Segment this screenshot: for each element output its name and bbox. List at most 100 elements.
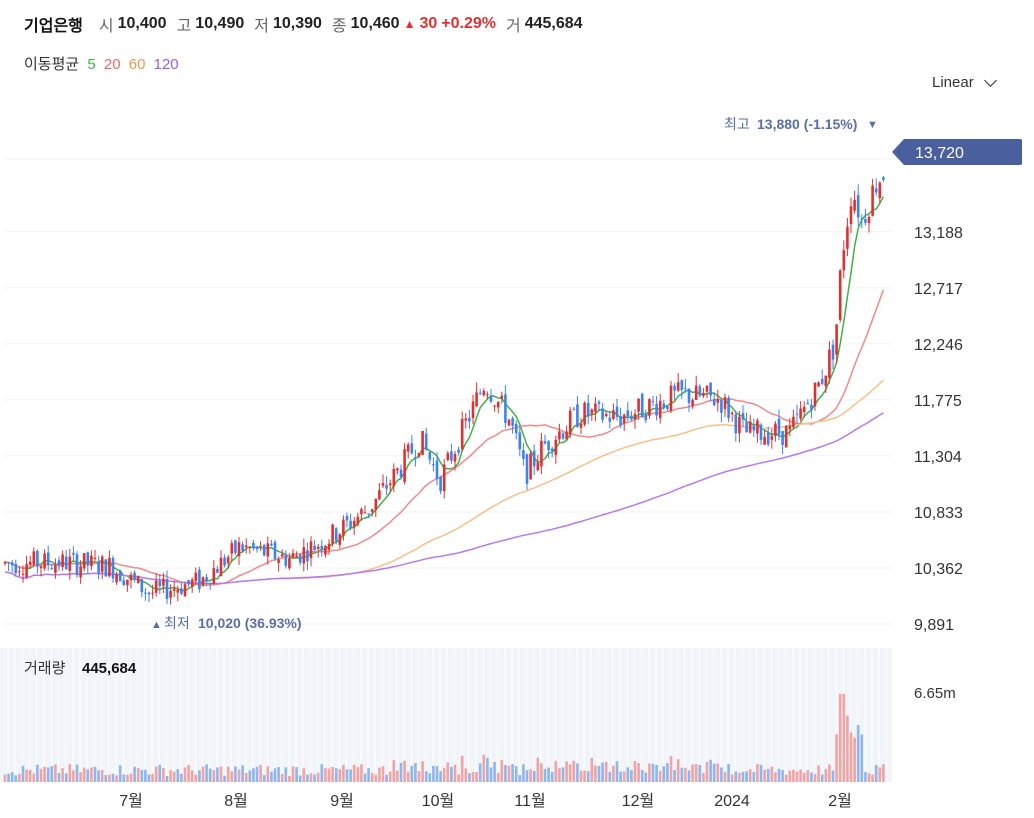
- candle-body: [766, 432, 770, 445]
- change-arrow-icon: ▲: [403, 17, 416, 31]
- volume-bar: [489, 767, 493, 782]
- candle-body: [763, 436, 766, 445]
- candle-body: [295, 555, 298, 558]
- volume-bar: [226, 766, 230, 782]
- volume-bar: [147, 774, 151, 782]
- candle-body: [532, 450, 536, 467]
- candle-body: [734, 414, 738, 434]
- volume-bar: [75, 764, 79, 782]
- candle-body: [568, 410, 572, 435]
- candle-body: [385, 484, 388, 489]
- volume-bar: [288, 775, 291, 782]
- volume-bar: [190, 770, 194, 782]
- volume-panel-value: 445,684: [82, 660, 137, 677]
- candle-body: [680, 380, 684, 391]
- volume-bar: [194, 774, 198, 782]
- volume-bar: [723, 771, 727, 782]
- x-tick-label: 11월: [514, 792, 545, 810]
- current-price-value: 13,720: [915, 145, 964, 162]
- volume-bar: [842, 694, 846, 782]
- volume-bar: [432, 765, 435, 782]
- volume-bar: [111, 773, 115, 782]
- min-value: 10,020 (36.93%): [198, 615, 302, 631]
- volume-bar: [399, 762, 403, 782]
- volume-bar: [673, 770, 676, 782]
- volume-bar: [86, 769, 90, 782]
- candle-body: [36, 550, 39, 567]
- volume-bar: [482, 754, 486, 782]
- volume-bar: [838, 694, 842, 782]
- candle-body: [464, 418, 468, 421]
- candle-body: [550, 448, 554, 452]
- volume-bar: [302, 768, 306, 782]
- volume-bar: [824, 768, 828, 782]
- ma-60[interactable]: 60: [128, 56, 146, 73]
- volume-bar: [687, 770, 691, 782]
- volume-bar: [666, 763, 669, 782]
- candle-body: [691, 400, 694, 406]
- candle-body: [561, 433, 565, 439]
- volume-bar: [79, 772, 82, 782]
- candle-body: [514, 423, 518, 434]
- min-label: 최저: [164, 615, 190, 631]
- volume-bar: [334, 768, 338, 782]
- low-value: 10,390: [272, 15, 322, 32]
- candle-body: [205, 577, 208, 582]
- volume-bar: [486, 757, 489, 782]
- volume-bar: [586, 771, 590, 782]
- candle-body: [442, 464, 446, 492]
- volume-bar: [39, 768, 43, 782]
- candle-body: [482, 390, 486, 396]
- volume-bar: [367, 768, 370, 782]
- candle-body: [363, 512, 367, 514]
- volume-bar: [349, 769, 352, 782]
- volume-bar: [691, 764, 694, 782]
- candle-body: [230, 543, 234, 554]
- volume-bar: [442, 768, 446, 782]
- ma-20[interactable]: 20: [103, 56, 121, 73]
- candle-body: [723, 397, 727, 410]
- candle-body: [147, 592, 151, 595]
- volume-bar: [10, 772, 14, 782]
- candle-body: [478, 392, 482, 394]
- volume-bar: [370, 772, 374, 782]
- candle-body: [424, 433, 428, 450]
- candle-body: [565, 431, 568, 440]
- volume-bar: [169, 770, 172, 782]
- ma-120[interactable]: 120: [153, 56, 179, 73]
- candle-body: [345, 515, 349, 521]
- candle-body: [374, 498, 378, 510]
- candle-body: [370, 509, 374, 512]
- volume-bar: [705, 761, 709, 782]
- volume-bars: [3, 694, 885, 782]
- volume-bar: [406, 771, 410, 782]
- candle-body: [68, 556, 72, 572]
- candle-body: [666, 406, 669, 409]
- candle-body: [676, 382, 680, 391]
- volume-bar: [162, 768, 165, 782]
- volume-bar: [651, 763, 655, 782]
- volume-bar: [709, 759, 712, 782]
- volume-bar: [802, 772, 806, 782]
- scale-dropdown[interactable]: Linear: [932, 73, 997, 91]
- volume-bar: [32, 773, 36, 782]
- candle-body: [327, 543, 331, 550]
- volume-bar: [410, 765, 414, 782]
- candle-body: [820, 379, 824, 384]
- ma-5[interactable]: 5: [87, 56, 96, 73]
- volume-bar: [54, 764, 57, 782]
- volume-bar: [511, 764, 514, 782]
- candle-body: [57, 560, 61, 567]
- volume-bar: [316, 772, 320, 782]
- grid-lines: [5, 158, 892, 625]
- candle-body: [244, 545, 248, 548]
- volume-bar: [421, 761, 424, 782]
- candle-body: [158, 580, 162, 587]
- candle-body: [280, 554, 284, 557]
- volume-bar: [835, 734, 838, 782]
- volume-bar: [576, 763, 579, 782]
- volume-bar: [853, 737, 856, 782]
- candle-body: [835, 324, 838, 355]
- candle-body: [651, 401, 655, 403]
